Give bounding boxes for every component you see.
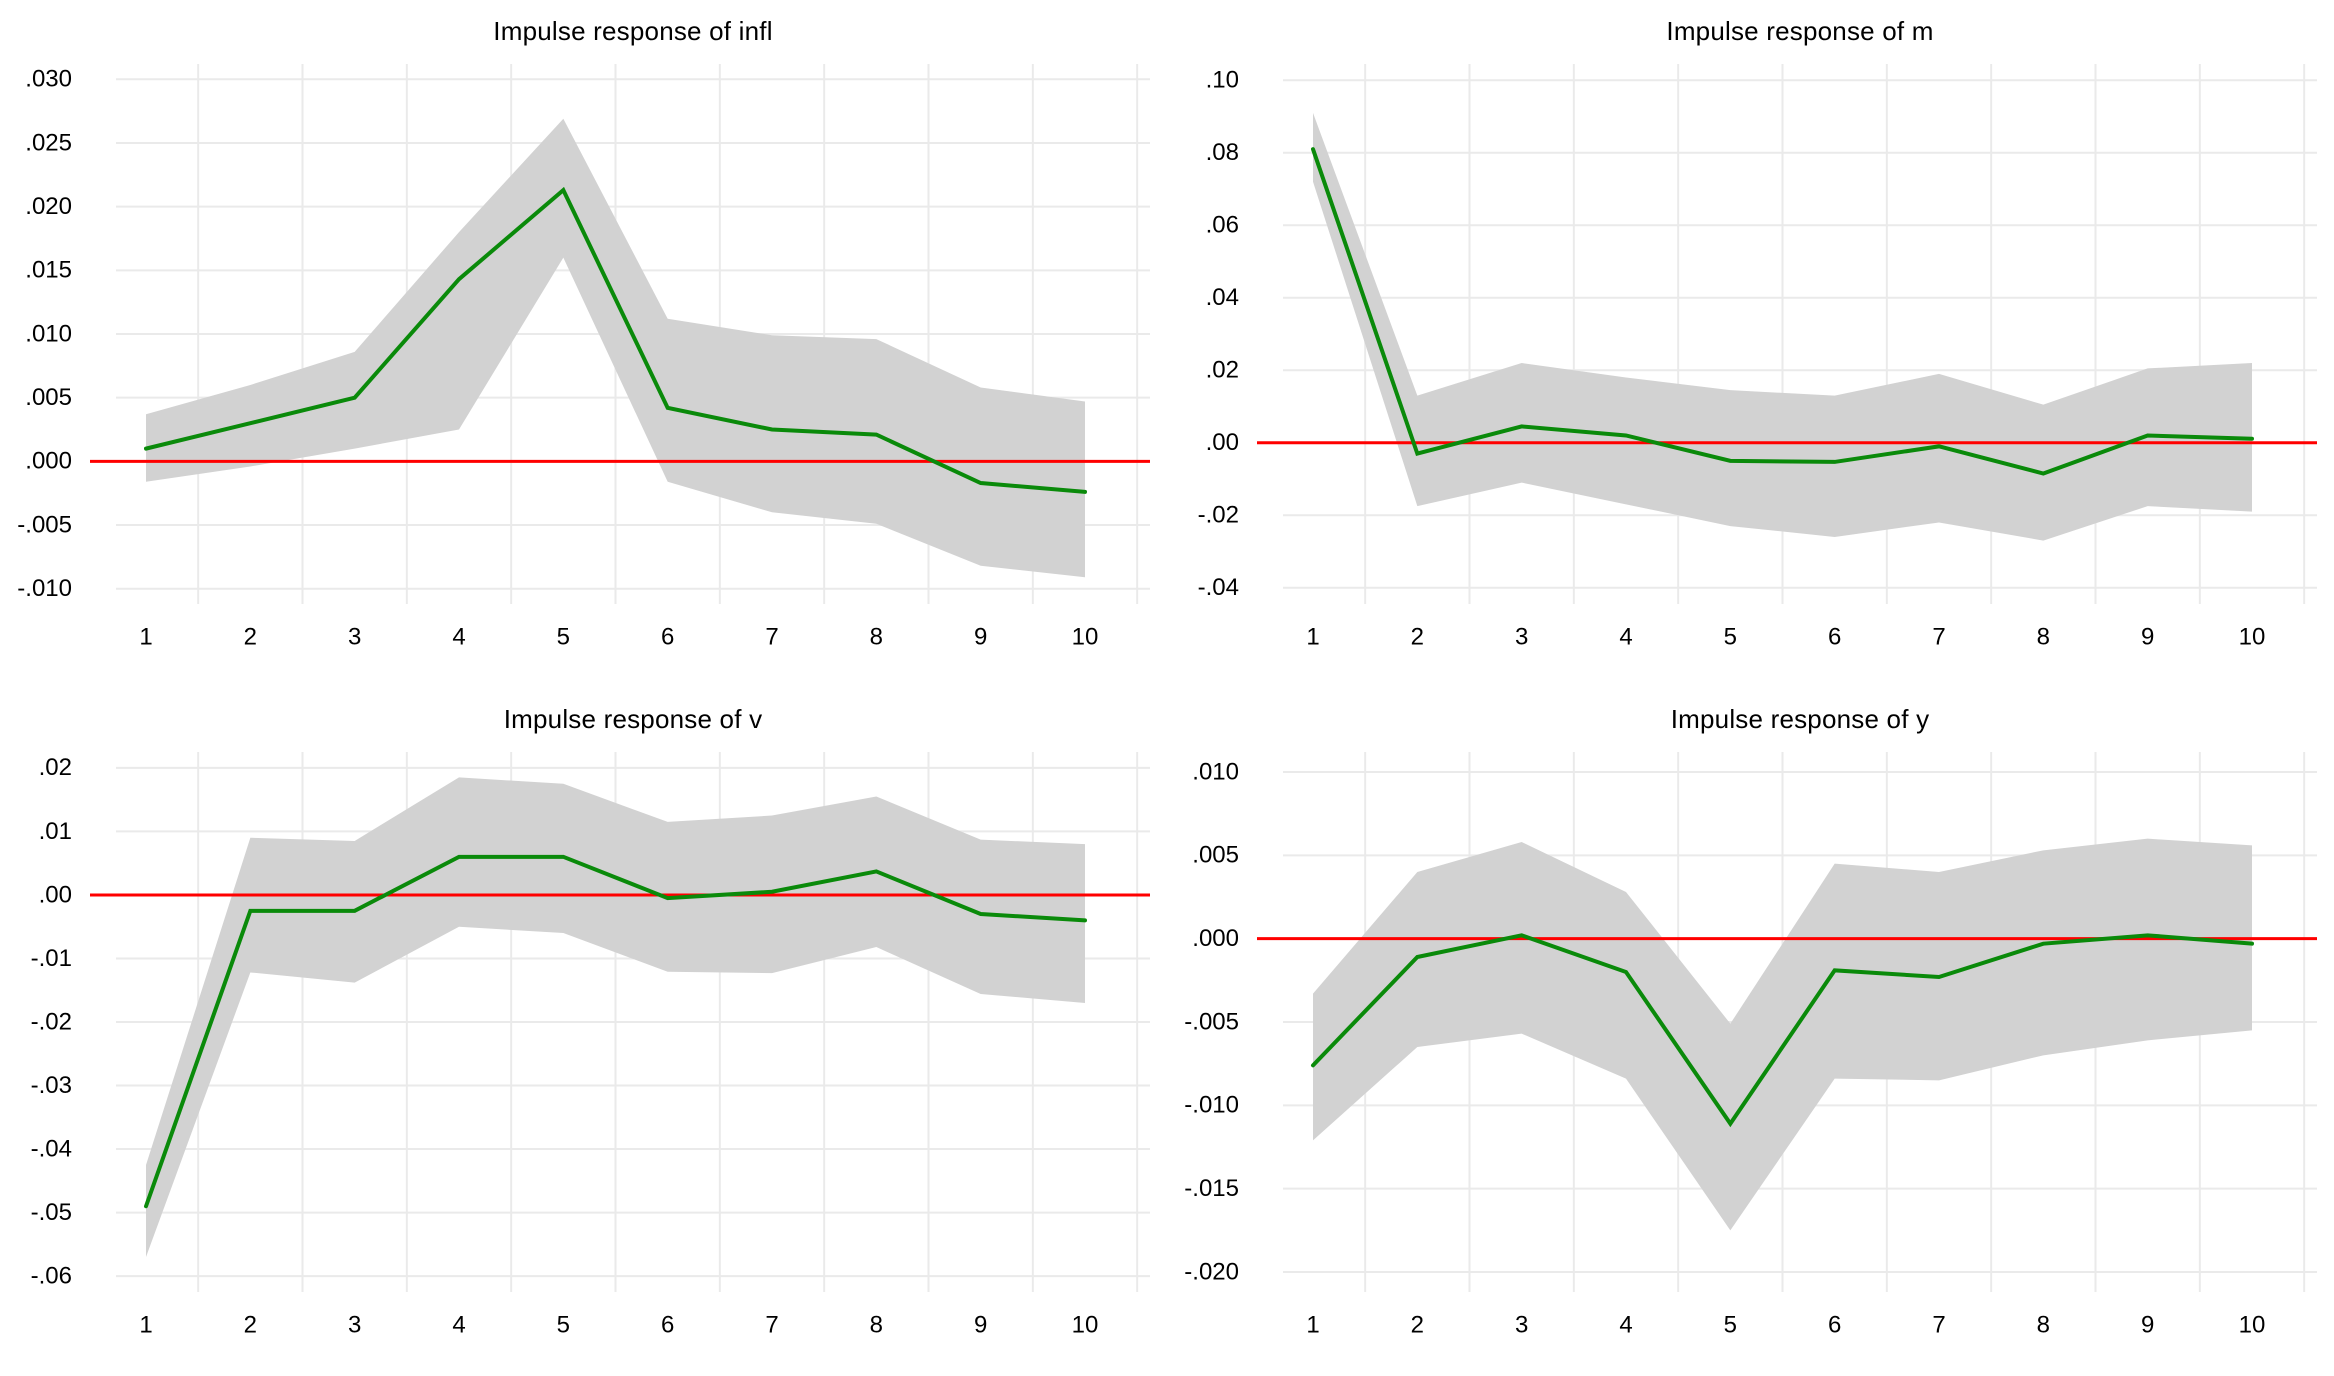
- y-tick-label: -.03: [31, 1072, 72, 1099]
- y-plot: .010 .005 .000 -.005 -.010 -.015 -.020 1 2 3 4 5 6 7 8…: [1184, 752, 2317, 1338]
- x-tick-label: 3: [1515, 623, 1528, 650]
- y-tick-label: .030: [25, 66, 72, 93]
- y-tick-label: -.01: [31, 945, 72, 972]
- x-tick-label: 5: [1724, 1311, 1737, 1338]
- x-tick-label: 10: [1072, 1311, 1099, 1338]
- y-tick-label: .010: [25, 320, 72, 347]
- x-tick-label: 2: [244, 1311, 257, 1338]
- x-tick-label: 8: [870, 1311, 883, 1338]
- x-tick-label: 6: [661, 623, 674, 650]
- x-tick-label: 10: [2239, 623, 2266, 650]
- panel-title-infl: Impulse response of infl: [493, 16, 773, 46]
- y-tick-label: .06: [1206, 212, 1239, 239]
- x-tick-label: 5: [557, 623, 570, 650]
- y-tick-label: .00: [1206, 429, 1239, 456]
- x-tick-label: 8: [2037, 1311, 2050, 1338]
- y-tick-label: -.04: [31, 1135, 72, 1162]
- panel-infl: .030 .025 .020 .015 .010 .005 .000 -.005 -.010 1 2…: [0, 0, 1167, 688]
- x-tick-label: 4: [452, 1311, 465, 1338]
- y-tick-label: .005: [25, 384, 72, 411]
- x-tick-label: 7: [765, 1311, 778, 1338]
- y-tick-label: -.015: [1184, 1175, 1239, 1202]
- x-tick-label: 2: [244, 623, 257, 650]
- y-tick-label: -.010: [1184, 1092, 1239, 1119]
- x-tick-label: 1: [139, 623, 152, 650]
- y-tick-label: -.02: [1198, 502, 1239, 529]
- y-tick-label: .10: [1206, 67, 1239, 94]
- y-tick-label: -.010: [17, 575, 72, 602]
- y-tick-label: .02: [1206, 357, 1239, 384]
- panel-v: .02 .01 .00 -.01 -.02 -.03 -.04 -.05 -.06 1 2 3 4 5 6 7…: [0, 688, 1167, 1376]
- irf-line: [1311, 933, 2254, 1128]
- x-tick-label: 7: [1932, 623, 1945, 650]
- panel-title-v: Impulse response of v: [503, 704, 763, 734]
- x-tick-label: 7: [1932, 1311, 1945, 1338]
- y-tick-label: .000: [1192, 925, 1239, 952]
- y-tick-label: -.02: [31, 1008, 72, 1035]
- x-tick-label: 3: [348, 1311, 361, 1338]
- panel-y: .010 .005 .000 -.005 -.010 -.015 -.020 1 2 3 4 5 6 7 8…: [1167, 688, 2334, 1376]
- x-tick-label: 8: [870, 623, 883, 650]
- y-tick-label: .010: [1192, 758, 1239, 785]
- x-tick-label: 3: [348, 623, 361, 650]
- y-tick-label: .01: [39, 818, 72, 845]
- y-tick-label: .000: [25, 448, 72, 475]
- y-tick-label: .015: [25, 257, 72, 284]
- irf-line: [144, 854, 1087, 1209]
- y-tick-label: -.020: [1184, 1258, 1239, 1285]
- x-tick-label: 6: [1828, 1311, 1841, 1338]
- x-tick-label: 10: [2239, 1311, 2266, 1338]
- infl-plot: .030 .025 .020 .015 .010 .005 .000 -.005 -.010 1 2…: [17, 64, 1150, 650]
- y-tick-label: .00: [39, 881, 72, 908]
- x-tick-label: 4: [452, 623, 465, 650]
- x-tick-label: 9: [2141, 623, 2154, 650]
- v-plot: .02 .01 .00 -.01 -.02 -.03 -.04 -.05 -.06 1 2 3 4 5 6 7…: [31, 752, 1150, 1338]
- panel-title-y: Impulse response of y: [1670, 704, 1930, 734]
- m-plot: .10 .08 .06 .04 .02 .00 -.02 -.04 1 2 3 4 5 6 7 8 9 10: [1198, 64, 2317, 650]
- x-tick-label: 9: [974, 623, 987, 650]
- y-tick-label: -.005: [1184, 1008, 1239, 1035]
- y-tick-label: .020: [25, 193, 72, 220]
- confidence-band: [1313, 112, 2252, 541]
- x-tick-label: 9: [974, 1311, 987, 1338]
- x-tick-label: 10: [1072, 623, 1099, 650]
- x-tick-label: 4: [1619, 623, 1632, 650]
- x-tick-label: 2: [1411, 623, 1424, 650]
- y-tick-label: .08: [1206, 139, 1239, 166]
- x-tick-label: 1: [1306, 1311, 1319, 1338]
- y-tick-label: .005: [1192, 842, 1239, 869]
- y-tick-label: -.05: [31, 1199, 72, 1226]
- irf-line: [1311, 147, 2254, 476]
- panel-m: .10 .08 .06 .04 .02 .00 -.02 -.04 1 2 3 4 5 6 7 8 9 10 Im…: [1167, 0, 2334, 688]
- x-tick-label: 5: [1724, 623, 1737, 650]
- x-tick-label: 9: [2141, 1311, 2154, 1338]
- x-tick-label: 1: [1306, 623, 1319, 650]
- x-tick-label: 6: [661, 1311, 674, 1338]
- y-tick-label: -.06: [31, 1262, 72, 1289]
- panel-title-m: Impulse response of m: [1666, 16, 1934, 46]
- y-tick-label: .04: [1206, 284, 1239, 311]
- y-tick-label: .02: [39, 754, 72, 781]
- irf-line: [144, 186, 1087, 494]
- x-tick-label: 6: [1828, 623, 1841, 650]
- x-tick-label: 3: [1515, 1311, 1528, 1338]
- x-tick-label: 5: [557, 1311, 570, 1338]
- y-tick-label: -.005: [17, 511, 72, 538]
- confidence-band: [1313, 838, 2252, 1231]
- x-tick-label: 7: [765, 623, 778, 650]
- y-tick-label: -.04: [1198, 574, 1239, 601]
- x-tick-label: 4: [1619, 1311, 1632, 1338]
- y-tick-label: .025: [25, 129, 72, 156]
- x-tick-label: 8: [2037, 623, 2050, 650]
- x-tick-label: 1: [139, 1311, 152, 1338]
- x-tick-label: 2: [1411, 1311, 1424, 1338]
